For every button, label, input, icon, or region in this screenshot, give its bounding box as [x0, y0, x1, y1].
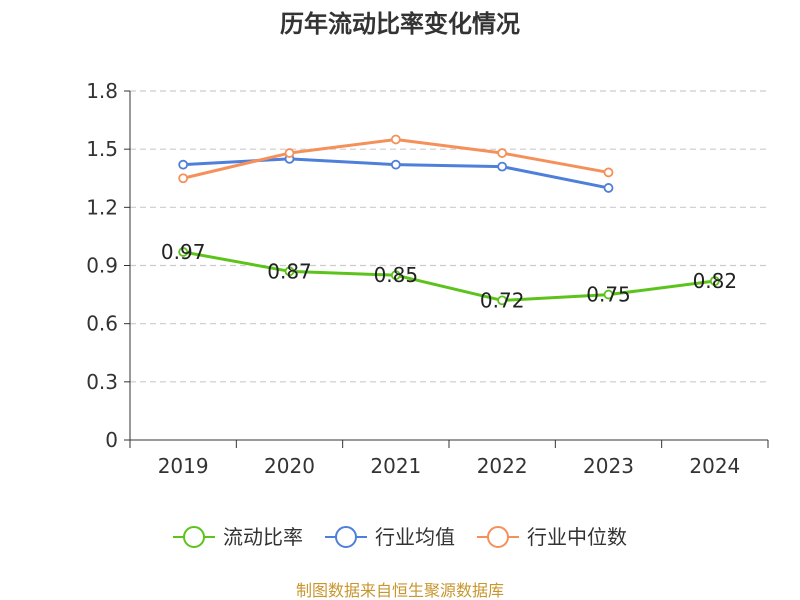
data-label: 0.82 [693, 269, 738, 293]
legend-label: 行业中位数 [527, 525, 627, 549]
data-point[interactable] [603, 289, 614, 300]
data-point[interactable] [284, 148, 295, 158]
series-0 [178, 247, 720, 306]
data-point[interactable] [603, 183, 614, 193]
data-point[interactable] [390, 134, 401, 145]
legend-item-2[interactable]: 行业中位数 [477, 525, 627, 549]
x-tick-label: 2020 [264, 454, 315, 478]
legend-marker-icon [335, 526, 357, 548]
y-tick-label: 1.5 [86, 137, 118, 161]
data-point[interactable] [390, 270, 401, 281]
grid-layer [130, 90, 768, 383]
y-tick-label: 1.2 [86, 195, 118, 219]
series-layer [178, 134, 720, 306]
chart-title: 历年流动比率变化情况 [280, 10, 520, 38]
legend-marker-icon [183, 526, 205, 548]
y-tick-label: 0.3 [86, 370, 118, 394]
legend-item-0[interactable]: 流动比率 [173, 525, 303, 549]
data-label: 0.72 [480, 288, 525, 312]
data-label-layer: 0.97 0.87 0.85 0.72 0.75 0.82 [161, 240, 737, 312]
legend-label: 行业均值 [375, 525, 455, 549]
data-point[interactable] [390, 159, 401, 170]
legend-marker-icon [487, 526, 509, 548]
x-tick-label: 2021 [370, 454, 421, 478]
axis-layer: 0 0.3 0.6 0.9 1.2 1.5 1.8 2019 2020 2021 2022 2023 2… [86, 79, 769, 478]
x-tick-label: 2022 [477, 454, 528, 478]
y-tick-label: 0.9 [86, 254, 118, 278]
data-point[interactable] [178, 173, 189, 184]
source-note: 制图数据来自恒生聚源数据库 [296, 581, 504, 600]
x-tick-label: 2019 [158, 454, 209, 478]
data-point[interactable] [178, 247, 189, 257]
data-point[interactable] [709, 276, 720, 286]
series-2 [178, 134, 614, 184]
data-point[interactable] [178, 159, 189, 170]
legend-item-1[interactable]: 行业均值 [325, 525, 455, 549]
series-line [182, 250, 716, 302]
legend-label: 流动比率 [223, 525, 303, 549]
y-tick-label: 0 [105, 428, 118, 452]
data-point[interactable] [497, 295, 508, 306]
data-label: 0.97 [161, 240, 206, 264]
data-label: 0.85 [374, 263, 419, 287]
data-label: 0.75 [586, 283, 631, 307]
series-line [182, 137, 609, 180]
x-tick-label: 2024 [689, 454, 740, 478]
data-point[interactable] [497, 161, 508, 172]
data-label: 0.87 [267, 259, 312, 283]
x-tick-label: 2023 [583, 454, 634, 478]
data-point[interactable] [603, 167, 614, 178]
data-point[interactable] [284, 266, 295, 277]
data-point[interactable] [497, 148, 508, 158]
y-tick-label: 1.8 [86, 79, 118, 103]
legend[interactable]: 流动比率 行业均值 行业中位数 [173, 525, 627, 549]
y-tick-label: 0.6 [86, 312, 118, 336]
